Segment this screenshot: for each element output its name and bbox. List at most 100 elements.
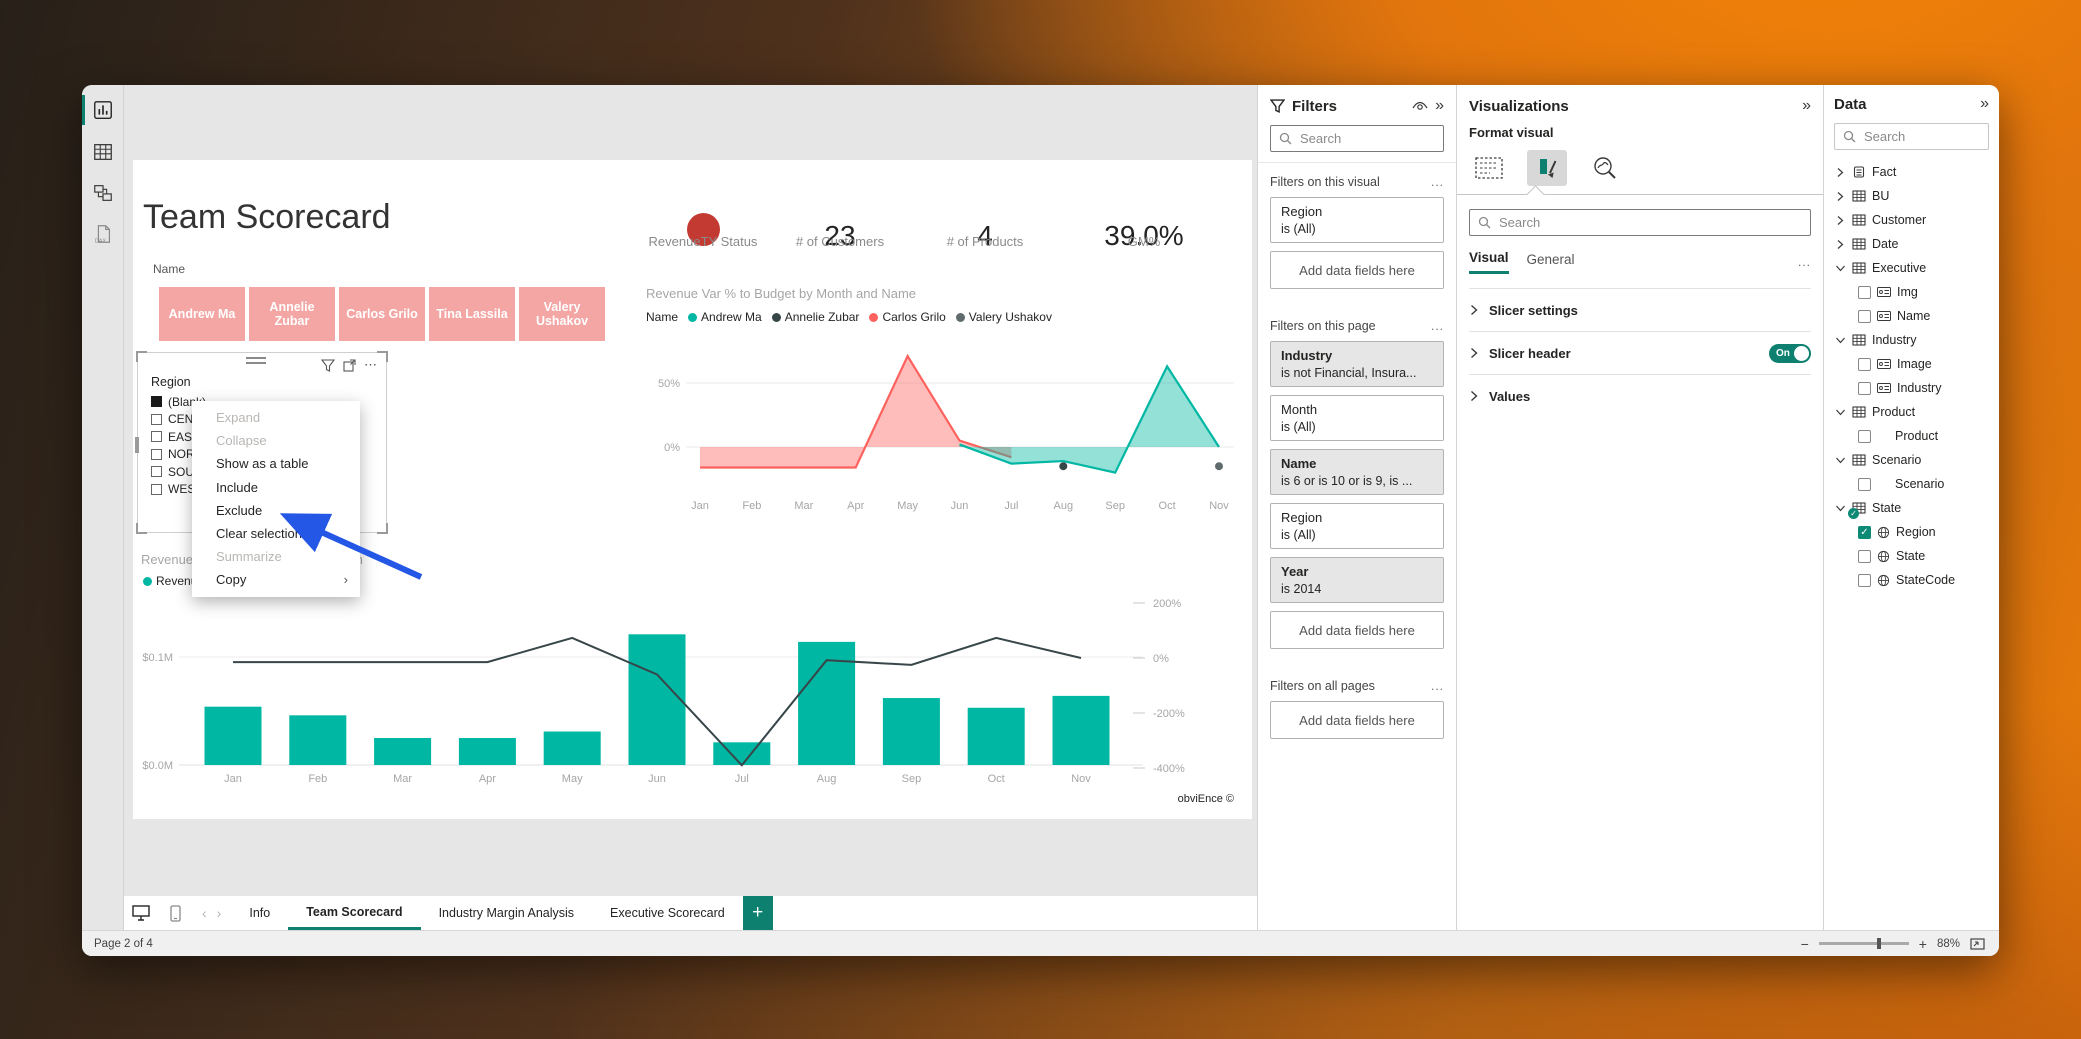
table-row-state[interactable]: ✓ State bbox=[1834, 496, 1989, 520]
zoom-in-button[interactable]: + bbox=[1918, 935, 1927, 952]
chevron-down-icon[interactable] bbox=[1834, 456, 1846, 465]
name-slicer-button[interactable]: Tina Lassila bbox=[429, 287, 515, 341]
page-tab-team-scorecard[interactable]: Team Scorecard bbox=[288, 896, 421, 930]
visualizations-search-input[interactable]: Search bbox=[1469, 209, 1811, 236]
eye-icon[interactable] bbox=[1412, 101, 1428, 112]
region-slicer-item[interactable]: WES bbox=[151, 481, 206, 499]
context-menu-item-show-as-a-table[interactable]: Show as a table bbox=[216, 456, 309, 472]
field-row-scenario[interactable]: Scenario bbox=[1834, 472, 1989, 496]
field-row-region[interactable]: ✓ Region bbox=[1834, 520, 1989, 544]
collapse-visualizations-pane-icon[interactable]: » bbox=[1802, 97, 1811, 114]
previous-page-icon[interactable]: ‹ bbox=[202, 905, 207, 921]
selection-handle[interactable] bbox=[136, 351, 147, 362]
filter-card[interactable]: Year is 2014 bbox=[1270, 557, 1444, 603]
checkbox-icon[interactable] bbox=[1858, 573, 1871, 587]
chevron-down-icon[interactable] bbox=[1834, 504, 1846, 513]
more-options-icon[interactable]: ⋯ bbox=[364, 357, 378, 372]
checkbox-icon[interactable] bbox=[151, 483, 162, 495]
selection-handle[interactable] bbox=[377, 351, 388, 362]
add-data-fields-dropzone[interactable]: Add data fields here bbox=[1270, 611, 1444, 649]
field-row-statecode[interactable]: StateCode bbox=[1834, 568, 1989, 592]
format-section-values[interactable]: Values bbox=[1469, 374, 1811, 417]
chevron-down-icon[interactable] bbox=[1834, 408, 1846, 417]
page-tab-info[interactable]: Info bbox=[249, 906, 271, 920]
format-section-slicer-settings[interactable]: Slicer settings bbox=[1469, 288, 1811, 331]
zoom-slider[interactable] bbox=[1818, 938, 1909, 949]
table-row-date[interactable]: Date bbox=[1834, 232, 1989, 256]
field-row-industry[interactable]: Industry bbox=[1834, 376, 1989, 400]
table-row-industry[interactable]: Industry bbox=[1834, 328, 1989, 352]
region-slicer-item[interactable]: NOR bbox=[151, 446, 206, 464]
field-row-img[interactable]: Img bbox=[1834, 280, 1989, 304]
table-row-fact[interactable]: Fact bbox=[1834, 160, 1989, 184]
filter-card[interactable]: Name is 6 or is 10 or is 9, is ... bbox=[1270, 449, 1444, 495]
report-canvas[interactable]: Team Scorecard Name Andrew Ma Annelie Zub… bbox=[124, 85, 1257, 930]
fit-to-page-icon[interactable] bbox=[1970, 937, 1985, 950]
drag-handle-icon[interactable] bbox=[246, 357, 266, 367]
filter-funnel-icon[interactable] bbox=[321, 358, 335, 372]
context-menu-item-copy[interactable]: Copy › bbox=[192, 568, 360, 591]
add-data-fields-dropzone[interactable]: Add data fields here bbox=[1270, 251, 1444, 289]
focus-mode-icon[interactable] bbox=[343, 358, 356, 372]
field-row-name[interactable]: Name bbox=[1834, 304, 1989, 328]
tab-visual[interactable]: Visual bbox=[1469, 250, 1509, 274]
selection-handle[interactable] bbox=[135, 437, 139, 453]
filter-card[interactable]: Industry is not Financial, Insura... bbox=[1270, 341, 1444, 387]
chevron-down-icon[interactable] bbox=[1834, 264, 1846, 273]
filter-card[interactable]: Month is (All) bbox=[1270, 395, 1444, 441]
page-tab-industry-margin-analysis[interactable]: Industry Margin Analysis bbox=[438, 906, 575, 920]
charts-layer[interactable]: 50%0%Jan Feb Mar Apr May Jun Jul Aug Sep Oct Nov$0… bbox=[133, 160, 1252, 819]
report-view-button[interactable] bbox=[82, 90, 123, 130]
table-row-customer[interactable]: Customer bbox=[1834, 208, 1989, 232]
checkbox-icon[interactable] bbox=[151, 466, 162, 478]
name-slicer-button[interactable]: Carlos Grilo bbox=[339, 287, 425, 341]
tab-general[interactable]: General bbox=[1526, 251, 1575, 267]
table-row-executive[interactable]: Executive bbox=[1834, 256, 1989, 280]
chevron-right-icon[interactable] bbox=[1834, 239, 1846, 250]
chevron-right-icon[interactable] bbox=[1834, 167, 1846, 178]
data-search-input[interactable]: Search bbox=[1834, 123, 1989, 150]
checkbox-icon[interactable] bbox=[151, 413, 162, 425]
selection-handle[interactable] bbox=[136, 523, 147, 534]
mobile-layout-icon[interactable] bbox=[158, 896, 192, 930]
slicer-header-toggle[interactable]: On bbox=[1769, 343, 1811, 363]
checkbox-icon[interactable] bbox=[1858, 477, 1871, 491]
next-page-icon[interactable]: › bbox=[216, 905, 222, 921]
region-slicer-item[interactable]: CEN bbox=[151, 411, 206, 429]
section-more-options-icon[interactable]: ... bbox=[1430, 679, 1444, 693]
context-menu-item-clear-selections[interactable]: Clear selections bbox=[216, 525, 309, 541]
new-page-button[interactable]: + bbox=[742, 896, 773, 930]
report-page[interactable]: Team Scorecard Name Andrew Ma Annelie Zub… bbox=[133, 160, 1252, 819]
table-row-product[interactable]: Product bbox=[1834, 400, 1989, 424]
selection-handle[interactable] bbox=[377, 523, 388, 534]
field-row-state[interactable]: State bbox=[1834, 544, 1989, 568]
filters-search-input[interactable]: Search bbox=[1270, 125, 1444, 152]
checkbox-icon[interactable] bbox=[151, 396, 162, 408]
dax-query-view-button[interactable]: DAX bbox=[82, 214, 123, 254]
collapse-filters-pane-icon[interactable]: » bbox=[1435, 97, 1444, 114]
table-view-button[interactable] bbox=[82, 132, 123, 172]
zoom-slider-handle[interactable] bbox=[1876, 938, 1881, 949]
analytics-icon[interactable] bbox=[1585, 150, 1625, 186]
add-data-fields-dropzone[interactable]: Add data fields here bbox=[1270, 701, 1444, 739]
name-slicer-button[interactable]: Andrew Ma bbox=[159, 287, 245, 341]
field-row-image[interactable]: Image bbox=[1834, 352, 1989, 376]
checkbox-icon[interactable] bbox=[1858, 309, 1871, 323]
filter-card[interactable]: Region is (All) bbox=[1270, 503, 1444, 549]
table-row-scenario[interactable]: Scenario bbox=[1834, 448, 1989, 472]
name-slicer-button[interactable]: Annelie Zubar bbox=[249, 287, 335, 341]
name-slicer-button[interactable]: Valery Ushakov bbox=[519, 287, 605, 341]
chevron-down-icon[interactable] bbox=[1834, 336, 1846, 345]
chevron-right-icon[interactable] bbox=[1834, 215, 1846, 226]
checkbox-icon[interactable] bbox=[1858, 549, 1871, 563]
region-slicer-item[interactable]: SOU bbox=[151, 463, 206, 481]
format-section-slicer-header[interactable]: Slicer header On bbox=[1469, 331, 1811, 374]
field-row-product[interactable]: Product bbox=[1834, 424, 1989, 448]
checkbox-icon[interactable] bbox=[1858, 357, 1871, 371]
chevron-right-icon[interactable] bbox=[1834, 191, 1846, 202]
region-slicer-item[interactable]: EAST bbox=[151, 428, 206, 446]
page-tab-executive-scorecard[interactable]: Executive Scorecard bbox=[610, 906, 725, 920]
checkbox-icon[interactable] bbox=[151, 448, 162, 460]
checkbox-icon[interactable] bbox=[151, 431, 162, 443]
filter-card[interactable]: Region is (All) bbox=[1270, 197, 1444, 243]
